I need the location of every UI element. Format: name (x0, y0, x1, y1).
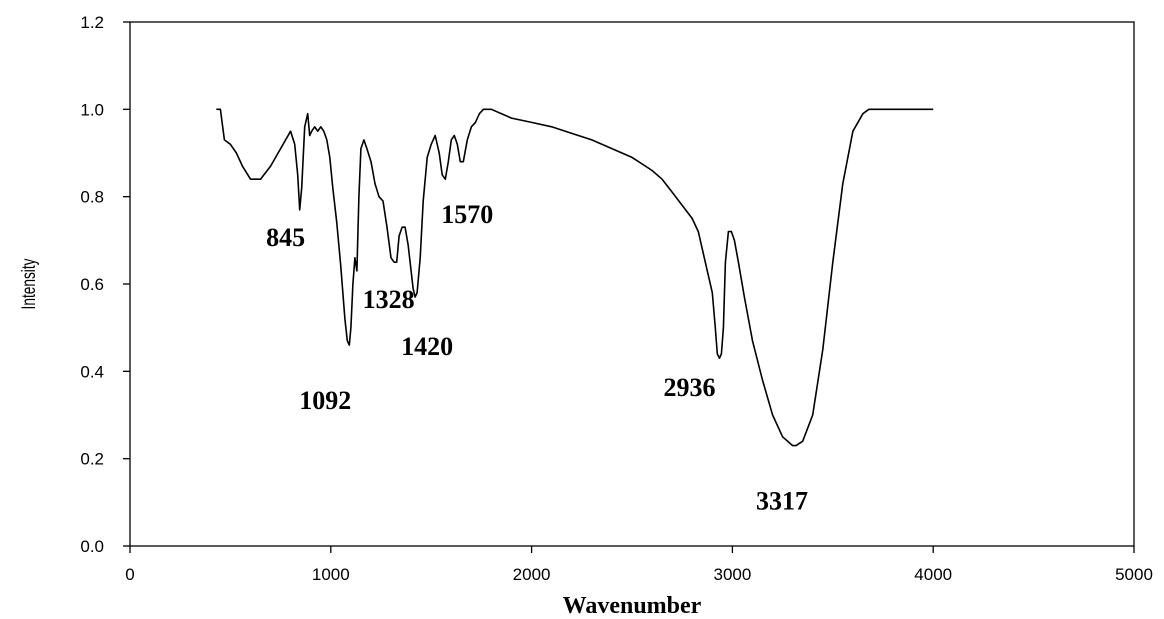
y-tick-label: 0.2 (80, 450, 104, 469)
peak-label: 3317 (756, 487, 808, 516)
peak-label: 2936 (664, 373, 716, 402)
x-tick-label: 0 (125, 565, 134, 584)
peak-label: 845 (266, 223, 305, 252)
x-axis-label: Wavenumber (563, 593, 702, 619)
y-tick-label: 0.4 (80, 362, 104, 381)
peak-annotations: 845 1092 1328 1420 1570 2936 3317 (266, 200, 808, 515)
y-tick-label: 0.6 (80, 275, 104, 294)
x-tick-label: 1000 (312, 565, 350, 584)
y-tick-label: 1.0 (80, 100, 104, 119)
x-tick-label: 2000 (513, 565, 551, 584)
peak-label: 1328 (363, 285, 415, 314)
peak-label: 1570 (441, 200, 493, 229)
y-tick-label: 1.2 (80, 13, 104, 32)
y-axis-label: Intensity (18, 258, 40, 310)
y-tick-label: 0.0 (80, 537, 104, 556)
x-tick-label: 4000 (914, 565, 952, 584)
x-tick-label: 3000 (713, 565, 751, 584)
x-tick-label: 5000 (1115, 565, 1153, 584)
axis-tick-labels: 0 1000 2000 3000 4000 5000 0.0 0.2 0.4 0.6 0.8 1.0 1… (80, 13, 1153, 584)
peak-label: 1420 (401, 332, 453, 361)
plot-frame (129, 21, 1135, 547)
peak-label: 1092 (299, 386, 351, 415)
series-line (216, 108, 934, 447)
y-tick-label: 0.8 (80, 188, 104, 207)
axis-ticks (123, 21, 1135, 553)
